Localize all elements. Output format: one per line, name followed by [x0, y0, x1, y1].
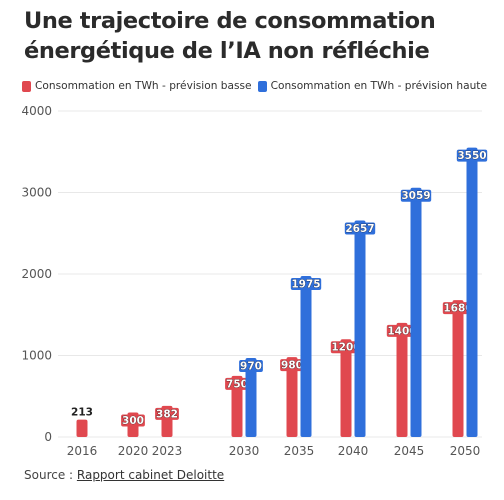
bar-low-badge [155, 407, 179, 420]
source-note: Source : Rapport cabinet Deloitte [24, 468, 224, 482]
bar-low-label: 382 [156, 408, 178, 420]
source-link[interactable]: Rapport cabinet Deloitte [76, 468, 225, 482]
bar-low-label: 300 [122, 415, 144, 427]
x-tick-label: 2030 [229, 444, 260, 458]
bars: 213 300 382 750 970 980 1975 1200 2657 1400 3059 16… [71, 147, 488, 438]
bar-high-badge [239, 359, 263, 372]
bar-high-2040 [354, 220, 366, 437]
x-tick-label: 2050 [450, 444, 481, 458]
x-tick-label: 2016 [67, 444, 98, 458]
y-tick-label: 4000 [21, 104, 52, 118]
y-axis-ticks: 0 1000 2000 3000 4000 [21, 104, 52, 444]
y-tick-label: 3000 [21, 186, 52, 200]
bar-high-2035 [300, 276, 312, 437]
bar-high-2050 [466, 147, 478, 438]
bar-low-2045 [396, 322, 408, 437]
x-axis-ticks: 2016 2020 2023 2030 2035 2040 2045 2050 [67, 444, 481, 458]
bar-high-label: 970 [240, 360, 262, 372]
bar-low-label: 213 [71, 407, 93, 419]
bar-low-2040 [340, 339, 352, 437]
bar-low-badge [442, 302, 474, 315]
bar-low-badge [225, 377, 249, 390]
bar-high-label: 3550 [457, 150, 486, 162]
legend-swatch-low [22, 80, 31, 92]
bar-high-label: 3059 [401, 190, 430, 202]
legend-item-high: Consommation en TWh - prévision haute [257, 80, 487, 92]
x-tick-label: 2020 [118, 444, 149, 458]
legend-label-high: Consommation en TWh - prévision haute [270, 80, 487, 92]
bar-high-badge [344, 222, 376, 235]
bar-low-badge [386, 324, 418, 337]
legend-swatch-high [257, 80, 267, 92]
bar-high-label: 2657 [345, 223, 374, 235]
y-tick-label: 1000 [21, 349, 52, 363]
x-tick-label: 2035 [284, 444, 315, 458]
bar-high-badge [456, 149, 488, 162]
bar-low-badge [280, 359, 304, 372]
y-tick-label: 2000 [21, 267, 52, 281]
legend: Consommation en TWh - prévision basse Co… [22, 80, 487, 92]
bar-low-label: 750 [226, 378, 248, 390]
bar-low-badge [330, 341, 362, 354]
bar-high-2045 [410, 187, 422, 437]
x-tick-label: 2040 [338, 444, 369, 458]
bar-low-label: 980 [281, 360, 303, 372]
bar-high-badge [400, 189, 432, 202]
bar-low-label: 1400 [387, 325, 416, 337]
bar-low-badge [121, 414, 145, 427]
x-tick-label: 2023 [152, 444, 183, 458]
bar-low-2050 [452, 300, 464, 437]
bar-low-label: 1200 [331, 342, 360, 354]
bar-low-2035 [286, 357, 298, 437]
bar-low-2030 [231, 375, 243, 437]
source-prefix: Source : [24, 468, 77, 482]
y-tick-label: 0 [44, 430, 52, 444]
chart-title: Une trajectoire de consommation énergéti… [24, 8, 436, 64]
bar-high-label: 1975 [291, 279, 320, 291]
bar-high-badge [290, 278, 322, 291]
x-tick-label: 2045 [394, 444, 425, 458]
bar-low-2016 [76, 419, 88, 437]
legend-item-low: Consommation en TWh - prévision basse [22, 80, 252, 92]
bar-low-label: 1680 [443, 303, 472, 315]
bar-high-2030 [245, 357, 257, 437]
legend-label-low: Consommation en TWh - prévision basse [35, 80, 252, 92]
